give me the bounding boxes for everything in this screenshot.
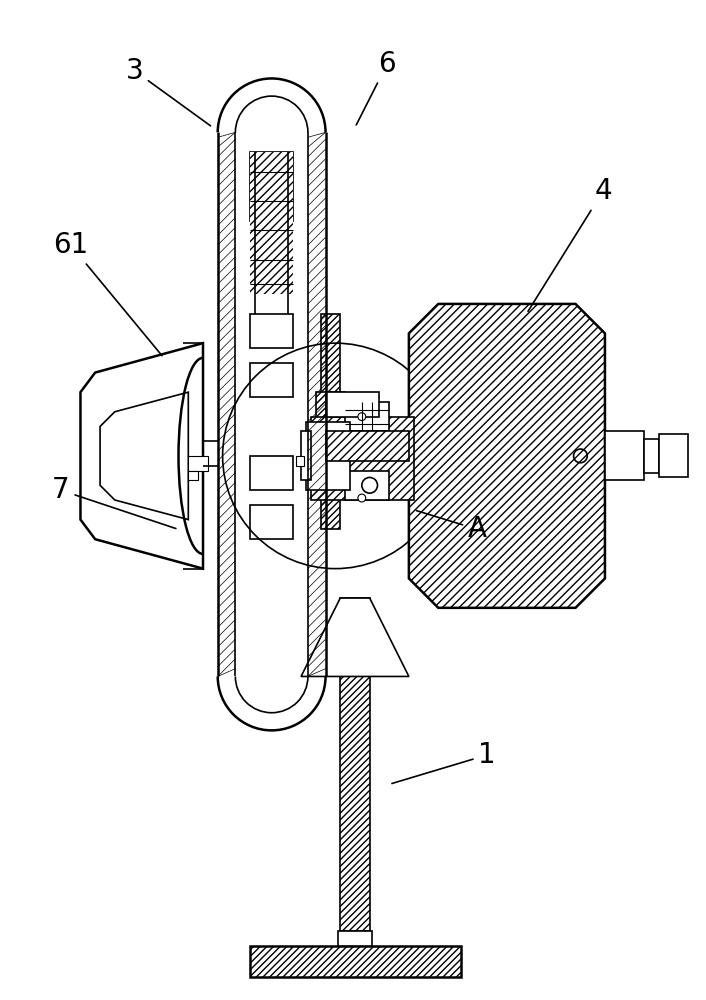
- Bar: [250, 152, 293, 221]
- Bar: [296, 456, 304, 466]
- Bar: [644, 439, 659, 473]
- Text: 7: 7: [52, 476, 176, 529]
- Text: 61: 61: [53, 231, 162, 356]
- Bar: [659, 434, 688, 477]
- Bar: [311, 417, 414, 500]
- Text: A: A: [417, 511, 487, 543]
- Bar: [325, 392, 379, 417]
- Bar: [301, 431, 311, 480]
- Bar: [605, 431, 644, 480]
- Bar: [250, 152, 293, 294]
- Bar: [250, 505, 293, 539]
- Text: 6: 6: [357, 50, 396, 125]
- Bar: [325, 431, 409, 461]
- Bar: [338, 931, 371, 946]
- Polygon shape: [301, 598, 409, 676]
- Bar: [316, 392, 345, 466]
- Bar: [250, 456, 293, 490]
- Bar: [345, 402, 389, 431]
- Bar: [189, 456, 208, 471]
- Bar: [345, 471, 389, 500]
- Bar: [321, 314, 340, 529]
- Polygon shape: [409, 304, 605, 608]
- Bar: [250, 363, 293, 397]
- Text: 3: 3: [126, 57, 210, 126]
- Polygon shape: [100, 392, 189, 520]
- Bar: [217, 132, 235, 676]
- Bar: [250, 314, 293, 348]
- Text: 1: 1: [392, 741, 496, 783]
- Bar: [340, 598, 370, 931]
- Circle shape: [358, 494, 366, 502]
- Bar: [250, 946, 461, 977]
- Text: 4: 4: [528, 177, 612, 311]
- Bar: [306, 422, 350, 490]
- Circle shape: [358, 413, 366, 421]
- Bar: [189, 471, 198, 480]
- Polygon shape: [80, 343, 203, 569]
